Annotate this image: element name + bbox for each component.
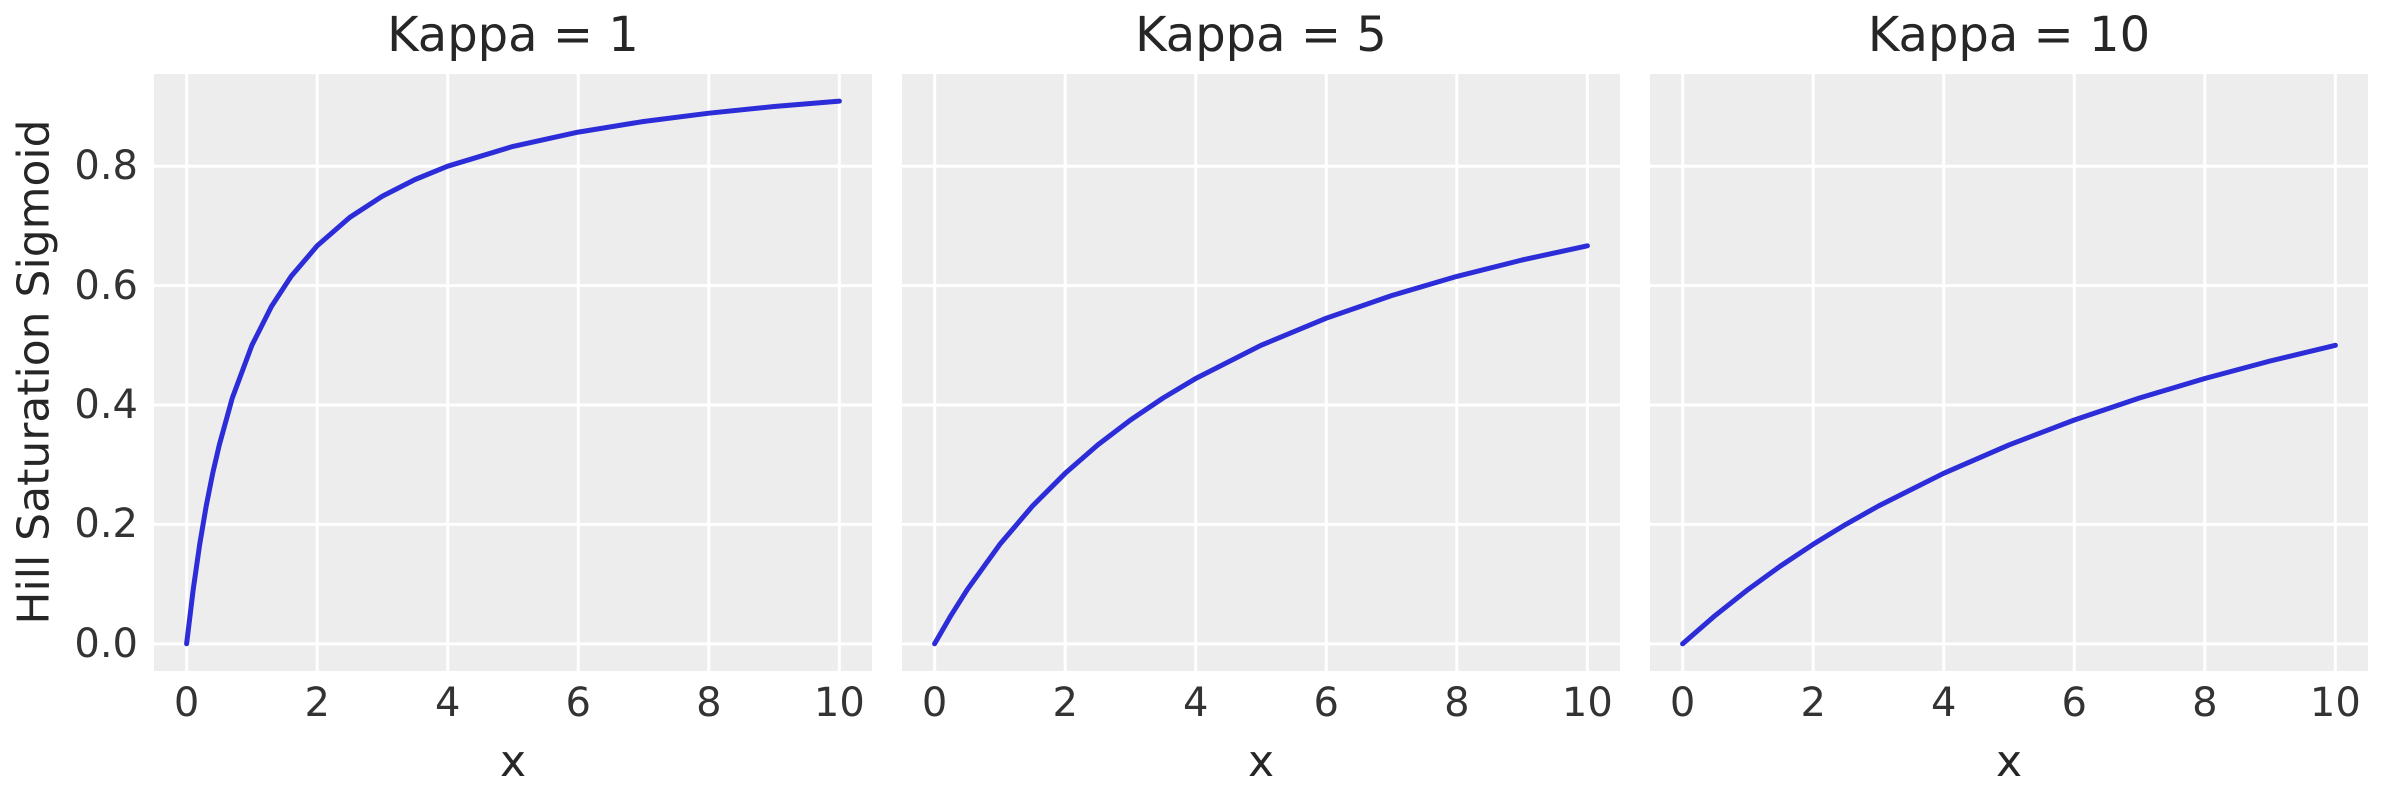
y-tick-label: 0.8 xyxy=(74,143,138,190)
y-tick-label: 0.4 xyxy=(74,382,138,429)
x-tick-label: 2 xyxy=(304,680,330,726)
subplot-2-axes xyxy=(902,74,1620,671)
x-tick-label: 8 xyxy=(696,680,722,726)
x-tick-label: 0 xyxy=(173,680,200,726)
line-chart-2 xyxy=(902,74,1620,671)
x-tick-label: 10 xyxy=(813,680,865,726)
y-tick-label: 0.0 xyxy=(74,620,138,667)
x-tick-label: 4 xyxy=(1930,680,1957,726)
x-tick-label: 4 xyxy=(434,680,461,726)
x-tick-label: 10 xyxy=(1561,680,1613,726)
subplot-3-xlabel: x xyxy=(1995,736,2023,787)
x-tick-label: 2 xyxy=(1052,680,1078,726)
x-tick-label: 2 xyxy=(1800,680,1826,726)
subplot-2-xlabel: x xyxy=(1247,736,1275,787)
hill-curve-kappa-5 xyxy=(932,243,1590,647)
subplot-1-axes xyxy=(154,74,872,671)
line-chart-1 xyxy=(154,74,872,671)
hill-curve-kappa-1 xyxy=(184,98,842,647)
y-tick-label: 0.2 xyxy=(74,501,138,548)
y-tick-label: 0.6 xyxy=(74,262,138,309)
x-tick-label: 8 xyxy=(1444,680,1470,726)
x-tick-label: 4 xyxy=(1182,680,1209,726)
subplot-2-title: Kappa = 5 xyxy=(1135,7,1387,63)
x-tick-label: 0 xyxy=(1669,680,1696,726)
y-axis-label: Hill Saturation Sigmoid xyxy=(8,119,60,625)
x-tick-label: 6 xyxy=(2061,680,2087,726)
subplot-3-title: Kappa = 10 xyxy=(1867,7,2151,63)
x-tick-label: 6 xyxy=(565,680,591,726)
subplot-1-xlabel: x xyxy=(499,736,527,787)
x-tick-label: 8 xyxy=(2192,680,2218,726)
subplot-1-title: Kappa = 1 xyxy=(387,7,639,63)
hill-curve-kappa-10 xyxy=(1680,342,2338,647)
x-tick-label: 6 xyxy=(1313,680,1339,726)
x-tick-label: 0 xyxy=(921,680,948,726)
line-chart-3 xyxy=(1650,74,2368,671)
x-tick-label: 10 xyxy=(2309,680,2361,726)
subplot-3-axes xyxy=(1650,74,2368,671)
